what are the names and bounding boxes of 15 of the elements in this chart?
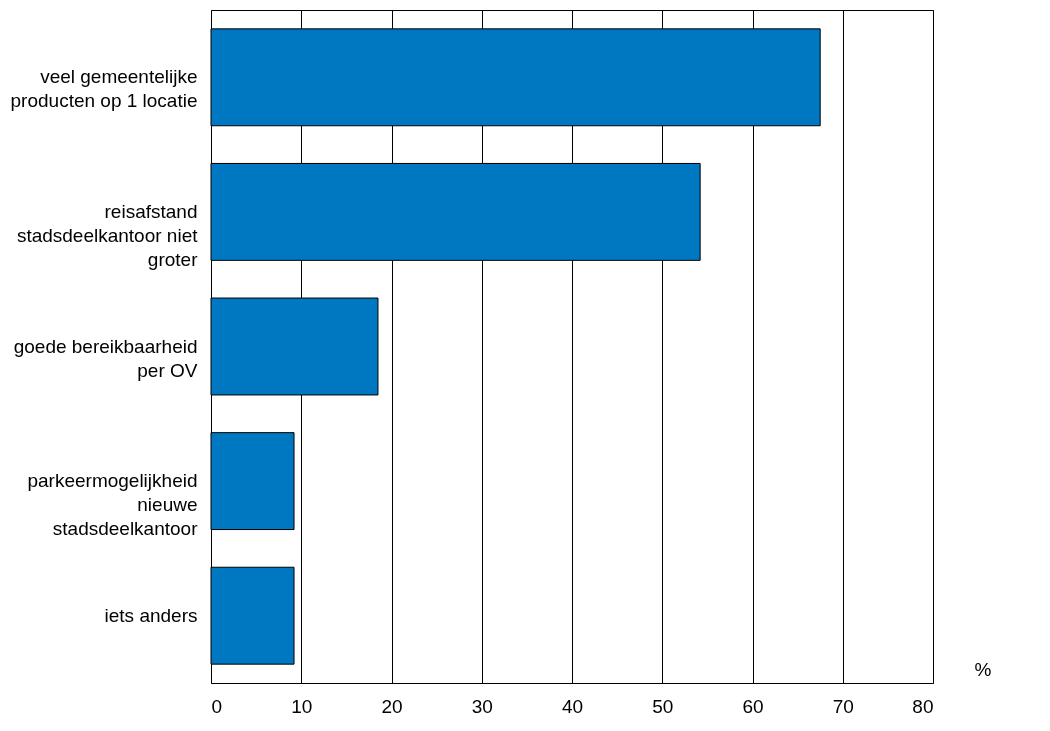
y-tick-label: parkeermogelijkheid nieuwe stadsdeelkantoor (27, 470, 199, 540)
x-tick-label: 10 (291, 695, 313, 717)
x-tick-label: 80 (912, 695, 934, 717)
x-axis-title: % (974, 658, 992, 680)
y-tick-label: reisafstand stadsdeelkantoor niet groter (16, 200, 199, 270)
y-tick-label: veel gemeentelijke producten op 1 locatie (10, 66, 198, 112)
y-tick-label: iets anders (104, 604, 198, 626)
x-tick-label: 70 (832, 695, 854, 717)
x-tick-label: 50 (652, 695, 674, 717)
x-tick-label: 60 (742, 695, 764, 717)
x-tick-label: 20 (381, 695, 403, 717)
x-tick-label: 0 (211, 695, 223, 717)
x-tick-label: 40 (561, 695, 584, 717)
y-tick-label: goede bereikbaarheid per OV (13, 335, 198, 381)
x-tick-label: 30 (471, 695, 493, 717)
